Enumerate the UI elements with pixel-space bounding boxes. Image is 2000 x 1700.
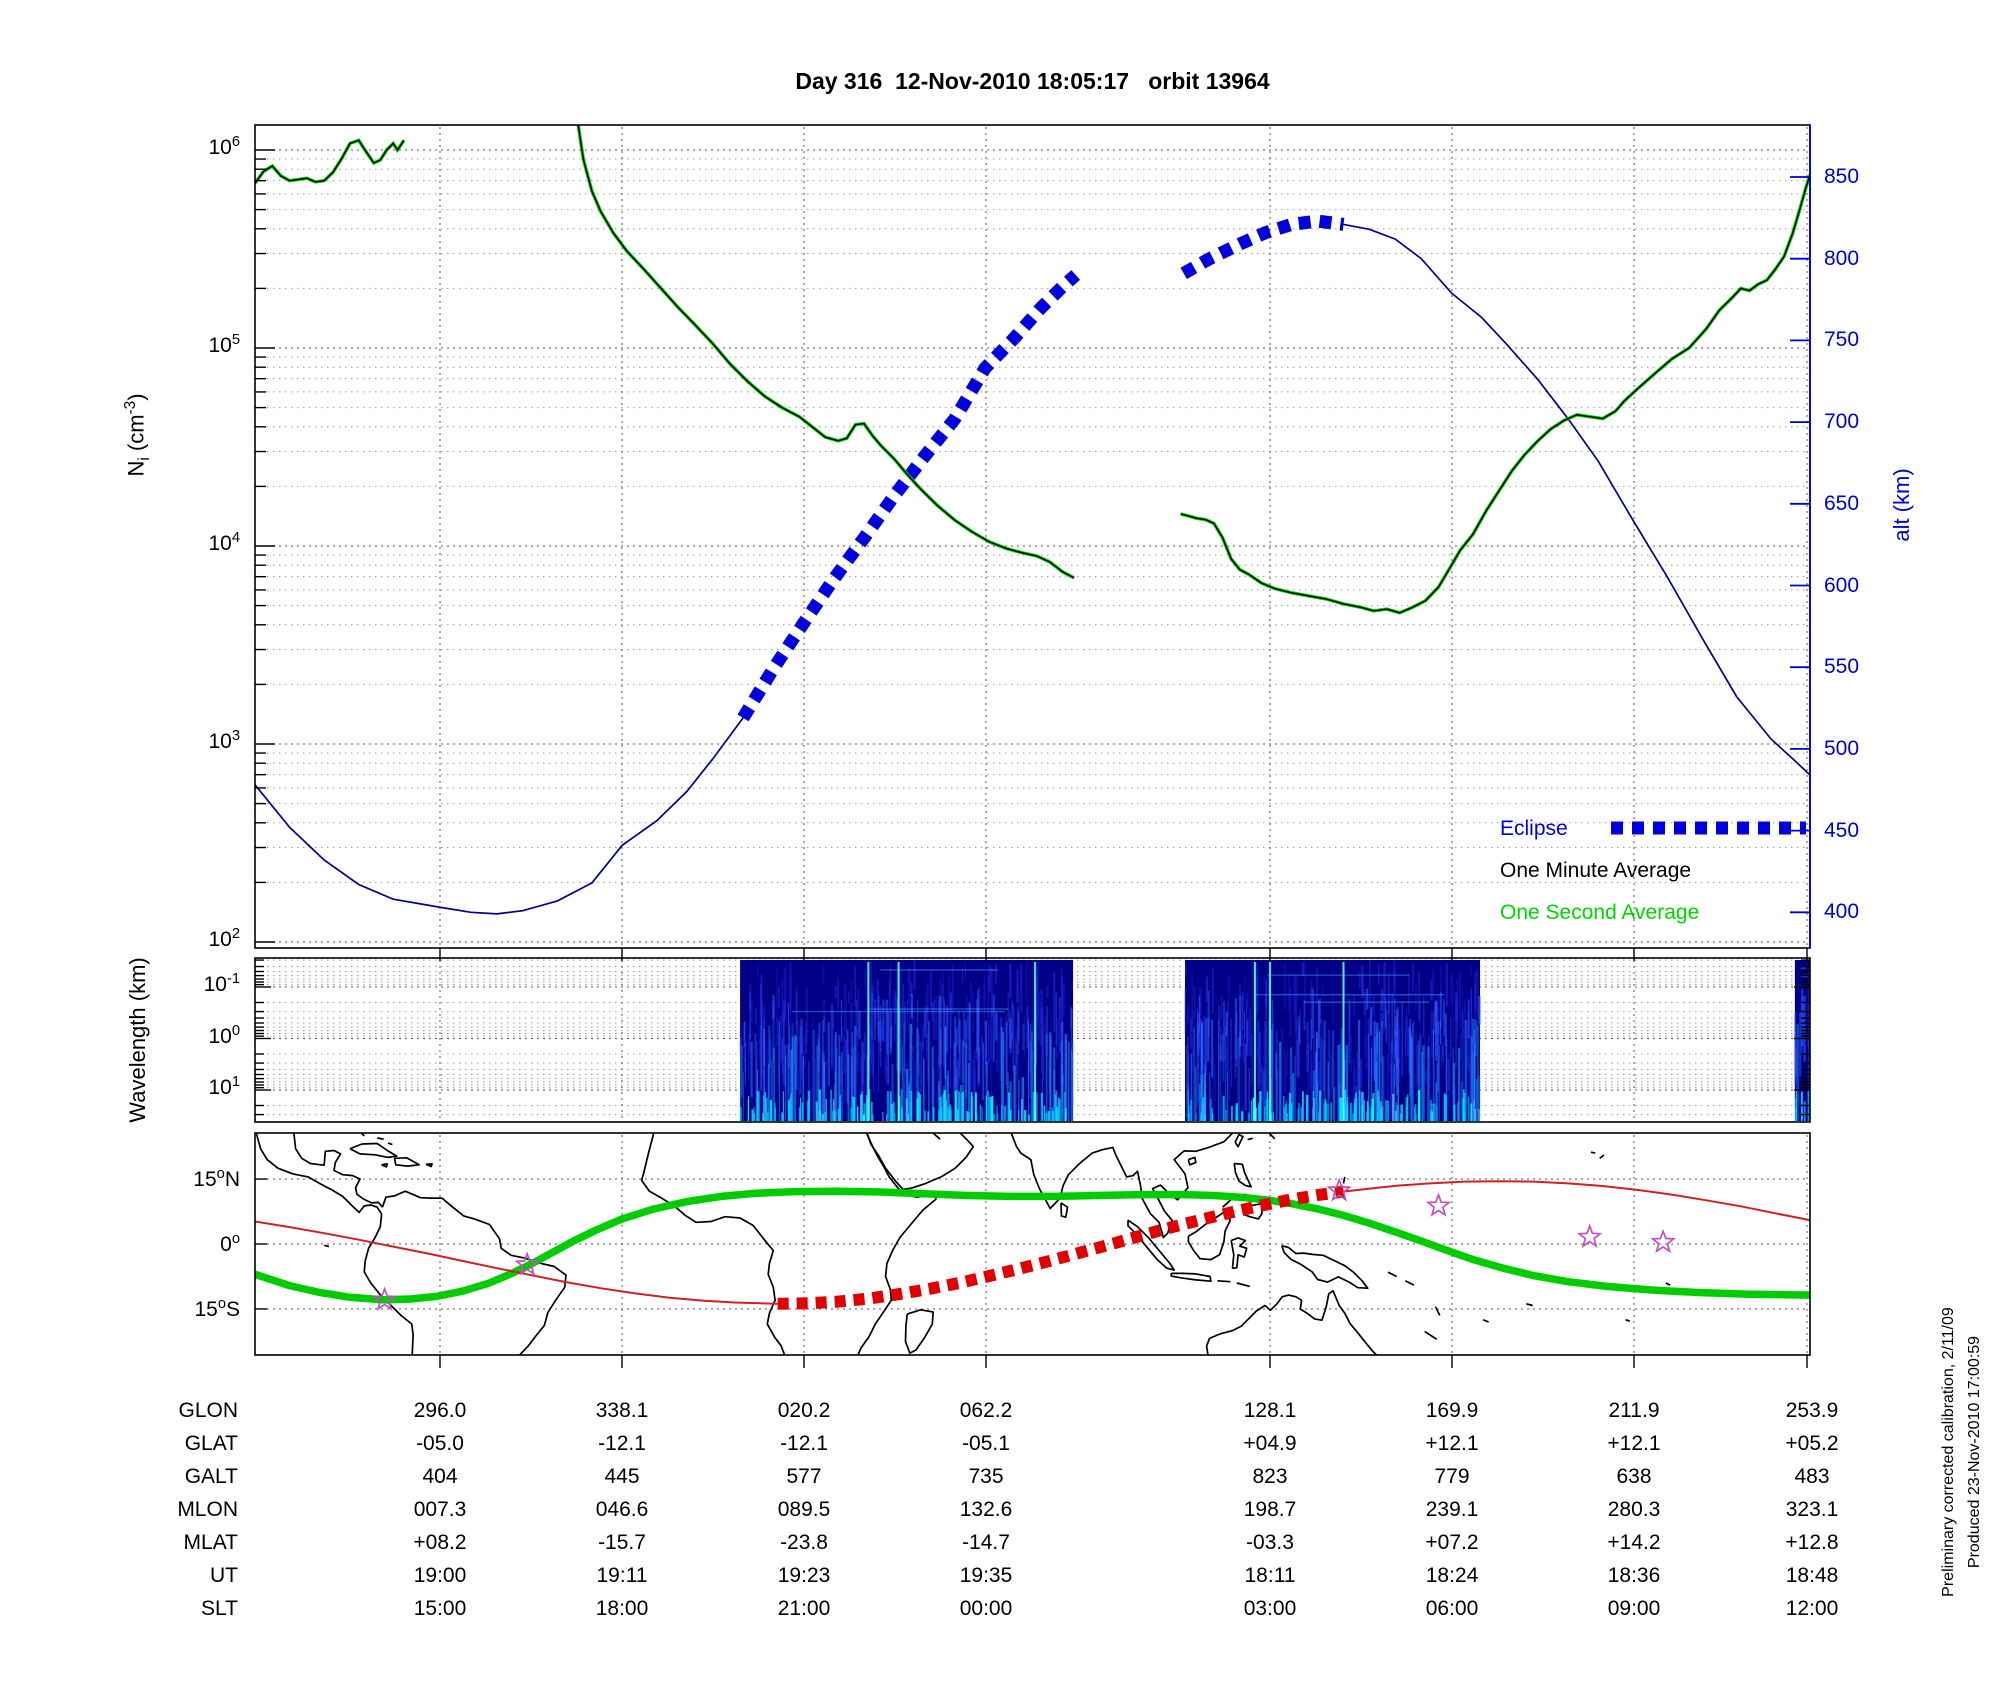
plot-title: Day 316 12-Nov-2010 18:05:17 orbit 13964 xyxy=(795,68,1270,94)
table-cell-mlat-7: +12.8 xyxy=(1785,1531,1839,1554)
legend-eclipse-label: Eclipse xyxy=(1500,817,1568,840)
table-cell-mlat-1: -15.7 xyxy=(598,1531,646,1554)
ni-tick-label: 104 xyxy=(208,530,240,555)
table-cell-slt-1: 18:00 xyxy=(595,1597,649,1620)
table-cell-slt-0: 15:00 xyxy=(413,1597,467,1620)
lat-tick-label: 15oN xyxy=(193,1166,240,1191)
table-cell-ut-0: 19:00 xyxy=(413,1564,467,1587)
wavelength-tick-label: 10-1 xyxy=(203,971,240,996)
alt-tick-label: 450 xyxy=(1824,819,1860,842)
legend-one-minute-label: One Minute Average xyxy=(1500,859,1692,882)
table-cell-glon-7: 253.9 xyxy=(1785,1399,1839,1422)
table-cell-glat-5: +12.1 xyxy=(1425,1432,1479,1455)
table-cell-mlat-3: -14.7 xyxy=(962,1531,1010,1554)
eclipse-entry-star-marker xyxy=(371,1286,398,1311)
table-cell-glon-4: 128.1 xyxy=(1243,1399,1297,1422)
alt-tick-label: 700 xyxy=(1824,410,1860,433)
table-cell-galt-3: 735 xyxy=(968,1465,1004,1488)
table-cell-mlon-1: 046.6 xyxy=(595,1498,649,1521)
wavelength-tick-label: 101 xyxy=(208,1074,240,1099)
table-row-label-slt: SLT xyxy=(201,1597,238,1620)
table-cell-glon-1: 338.1 xyxy=(595,1399,649,1422)
table-cell-glat-4: +04.9 xyxy=(1243,1432,1297,1455)
table-cell-mlon-2: 089.5 xyxy=(777,1498,831,1521)
table-cell-galt-1: 445 xyxy=(604,1465,640,1488)
table-cell-slt-3: 00:00 xyxy=(959,1597,1013,1620)
table-row-label-mlon: MLON xyxy=(177,1498,238,1521)
table-cell-mlon-3: 132.6 xyxy=(959,1498,1013,1521)
table-cell-slt-4: 03:00 xyxy=(1243,1597,1297,1620)
table-cell-mlat-0: +08.2 xyxy=(413,1531,467,1554)
table-cell-slt-7: 12:00 xyxy=(1785,1597,1839,1620)
table-cell-glat-3: -05.1 xyxy=(962,1432,1010,1455)
table-cell-slt-6: 09:00 xyxy=(1607,1597,1661,1620)
legend-one-second-label: One Second Average xyxy=(1500,901,1700,924)
ni-tick-label: 103 xyxy=(208,728,240,753)
eclipse-entry-star-marker xyxy=(1425,1192,1452,1217)
eclipse-entry-star-marker xyxy=(1326,1177,1352,1202)
table-cell-glat-6: +12.1 xyxy=(1607,1432,1661,1455)
table-cell-mlat-5: +07.2 xyxy=(1425,1531,1479,1554)
table-cell-galt-7: 483 xyxy=(1794,1465,1830,1488)
alt-tick-label: 400 xyxy=(1824,900,1860,923)
table-row-label-ut: UT xyxy=(210,1564,238,1587)
table-cell-slt-2: 21:00 xyxy=(777,1597,831,1620)
table-cell-glat-7: +05.2 xyxy=(1785,1432,1839,1455)
table-cell-mlon-6: 280.3 xyxy=(1607,1498,1661,1521)
table-cell-slt-5: 06:00 xyxy=(1425,1597,1479,1620)
table-cell-glon-3: 062.2 xyxy=(959,1399,1013,1422)
table-cell-mlon-7: 323.1 xyxy=(1785,1498,1839,1521)
alt-tick-label: 500 xyxy=(1824,737,1860,760)
table-row-label-mlat: MLAT xyxy=(183,1531,238,1554)
ni-tick-label: 105 xyxy=(208,332,240,357)
eclipse-entry-star-marker xyxy=(1650,1228,1676,1254)
eclipse-entry-star-marker xyxy=(514,1251,540,1276)
table-cell-mlon-4: 198.7 xyxy=(1243,1498,1297,1521)
ni-tick-label: 106 xyxy=(208,134,240,159)
table-cell-glat-0: -05.0 xyxy=(416,1432,464,1455)
table-cell-ut-7: 18:48 xyxy=(1785,1564,1839,1587)
table-cell-mlon-5: 239.1 xyxy=(1425,1498,1479,1521)
table-cell-galt-2: 577 xyxy=(786,1465,822,1488)
table-cell-ut-1: 19:11 xyxy=(596,1564,648,1587)
alt-tick-label: 800 xyxy=(1824,247,1860,270)
alt-tick-label: 550 xyxy=(1824,655,1860,678)
table-cell-galt-0: 404 xyxy=(422,1465,458,1488)
table-cell-ut-2: 19:23 xyxy=(777,1564,831,1587)
table-cell-ut-3: 19:35 xyxy=(959,1564,1013,1587)
table-cell-glon-2: 020.2 xyxy=(777,1399,831,1422)
table-cell-glon-0: 296.0 xyxy=(413,1399,467,1422)
table-cell-ut-4: 18:11 xyxy=(1244,1564,1296,1587)
table-cell-glat-2: -12.1 xyxy=(780,1432,828,1455)
table-cell-ut-6: 18:36 xyxy=(1607,1564,1661,1587)
table-cell-glon-5: 169.9 xyxy=(1425,1399,1479,1422)
table-cell-mlon-0: 007.3 xyxy=(413,1498,467,1521)
table-cell-galt-5: 779 xyxy=(1434,1465,1470,1488)
table-cell-mlat-4: -03.3 xyxy=(1246,1531,1294,1554)
alt-tick-label: 850 xyxy=(1824,165,1860,188)
table-cell-galt-6: 638 xyxy=(1616,1465,1652,1488)
lat-tick-label: 15oS xyxy=(194,1296,240,1321)
table-cell-mlat-6: +14.2 xyxy=(1607,1531,1661,1554)
ni-tick-label: 102 xyxy=(208,926,240,951)
table-cell-galt-4: 823 xyxy=(1252,1465,1288,1488)
eclipse-entry-star-marker xyxy=(1576,1223,1603,1248)
table-cell-ut-5: 18:24 xyxy=(1425,1564,1479,1587)
alt-tick-label: 650 xyxy=(1824,492,1860,515)
table-cell-glon-6: 211.9 xyxy=(1608,1399,1660,1422)
table-row-label-galt: GALT xyxy=(184,1465,238,1488)
lat-tick-label: 0o xyxy=(220,1231,240,1256)
table-row-label-glat: GLAT xyxy=(184,1432,238,1455)
table-cell-glat-1: -12.1 xyxy=(598,1432,646,1455)
alt-tick-label: 750 xyxy=(1824,328,1860,351)
table-row-label-glon: GLON xyxy=(178,1399,238,1422)
alt-tick-label: 600 xyxy=(1824,574,1860,597)
wavelength-tick-label: 100 xyxy=(208,1023,240,1048)
table-cell-mlat-2: -23.8 xyxy=(780,1531,828,1554)
